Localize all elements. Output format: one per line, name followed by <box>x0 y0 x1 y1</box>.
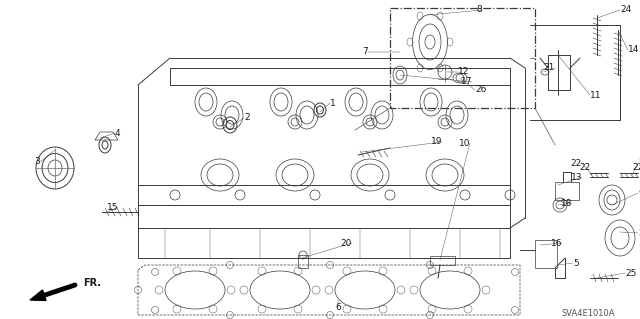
Text: 20: 20 <box>340 239 352 248</box>
Text: 22: 22 <box>638 159 640 167</box>
Text: 11: 11 <box>590 91 602 100</box>
Text: 12: 12 <box>458 68 469 77</box>
Bar <box>390 8 535 108</box>
Text: SVA4E1010A: SVA4E1010A <box>561 308 615 317</box>
Text: 10: 10 <box>458 138 470 147</box>
Text: 25: 25 <box>625 269 636 278</box>
Text: 2: 2 <box>244 114 250 122</box>
Text: 9: 9 <box>638 189 640 197</box>
Text: 18: 18 <box>561 198 572 207</box>
Text: 5: 5 <box>573 258 579 268</box>
Text: 21: 21 <box>543 63 555 72</box>
Text: 7: 7 <box>362 48 368 56</box>
Text: 13: 13 <box>570 173 582 182</box>
Text: 3: 3 <box>35 158 40 167</box>
Text: 24: 24 <box>620 5 631 14</box>
Text: 22: 22 <box>571 159 582 167</box>
Text: 6: 6 <box>335 303 341 313</box>
Text: 17: 17 <box>461 78 472 86</box>
Text: 8: 8 <box>476 5 482 14</box>
Text: 1: 1 <box>330 99 336 108</box>
Text: FR.: FR. <box>83 278 101 288</box>
Text: 23: 23 <box>638 228 640 238</box>
Bar <box>298 255 308 268</box>
Text: 19: 19 <box>431 137 442 146</box>
Text: 16: 16 <box>550 239 562 248</box>
Text: 22: 22 <box>632 164 640 173</box>
Text: 14: 14 <box>628 46 639 55</box>
Text: 22: 22 <box>579 164 591 173</box>
Text: 4: 4 <box>115 129 120 137</box>
Bar <box>535 240 557 268</box>
Polygon shape <box>30 290 46 300</box>
Text: 26: 26 <box>475 85 486 94</box>
Text: 15: 15 <box>106 203 118 211</box>
Bar <box>555 182 579 200</box>
